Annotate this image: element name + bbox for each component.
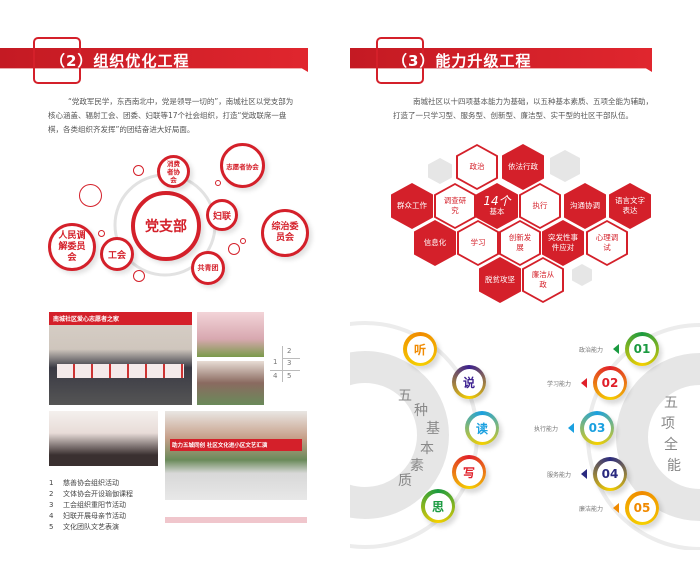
org-node-volunteer-assoc: 志愿者协会: [220, 143, 265, 188]
deco-hex: [572, 264, 592, 286]
abilities-label-char: 全: [664, 437, 678, 453]
abilities-label-char: 项: [661, 416, 675, 432]
photo-banner: 南城社区爱心志愿者之家: [49, 312, 192, 325]
hex-ability: 心理调试: [586, 220, 628, 266]
deco-hex: [428, 158, 452, 184]
deco-circle: [228, 243, 240, 255]
photo-banner: 助力五城同创 社区文化进小区文艺汇演: [170, 439, 302, 451]
deco-circle: [133, 270, 145, 282]
deco-hex: [550, 150, 580, 182]
org-node-youth-league: 共青团: [191, 251, 225, 285]
ability-bubble: 03: [580, 411, 614, 445]
hex-ability: 脱贫攻坚: [479, 257, 521, 303]
hex-ability: 学习: [457, 220, 499, 266]
deco-circle: [240, 238, 246, 244]
ability-bubble: 04: [593, 457, 627, 491]
deco-circle: [215, 180, 221, 186]
grid-num: 4: [273, 372, 278, 380]
ability-bubble: 02: [593, 366, 627, 400]
photo-2-yoga: [197, 312, 264, 357]
photo-grid-legend: 2 1 3 4 5: [268, 346, 302, 382]
org-node-comprehensive-committee: 综治委员会: [261, 209, 309, 257]
left-title-frame: [33, 37, 81, 84]
hex-ability: 信息化: [414, 220, 456, 266]
photo-captions: 1 慈善协会组织活动 2 文体协会开设瑜伽课程 3 工会组织重阳节活动 4 妇联开展母亲…: [49, 478, 133, 533]
qualities-label-char: 种: [414, 403, 428, 419]
para-line: 打造了一只学习型、服务型、创新型、廉洁型、实干型的社区干部队伍。: [393, 111, 633, 120]
pointer-triangle-icon: [613, 344, 619, 354]
para-line: 核心涵盖、辐射工会、团委、妇联等17个社会组织，打造“党政联席一盘: [48, 111, 287, 120]
pink-strip: [165, 517, 307, 523]
pointer-triangle-icon: [568, 423, 574, 433]
ability-label: 廉洁能力: [579, 506, 604, 513]
quality-bubble: 思: [421, 489, 455, 523]
grid-num: 3: [287, 359, 292, 367]
caption-item: 4 妇联开展母亲节活动: [49, 512, 126, 520]
caption-item: 2 文体协会开设瑜伽课程: [49, 490, 133, 498]
hex-ability: 创新发展: [499, 220, 541, 266]
left-title-bar: [0, 48, 308, 72]
quality-bubble: 听: [403, 332, 437, 366]
org-node-mediation-committee: 人民调解委员会: [48, 223, 96, 271]
quality-bubble: 写: [452, 455, 486, 489]
abilities-label-char: 能: [667, 458, 681, 474]
qualities-label-char: 质: [398, 473, 412, 489]
ability-bubble: 01: [625, 332, 659, 366]
hex-ability: 群众工作: [391, 183, 433, 229]
pointer-triangle-icon: [613, 503, 619, 513]
quality-bubble: 读: [465, 411, 499, 445]
para-line: 棋，各类组织齐发挥”的团结奋进大好局面。: [48, 125, 195, 134]
caption-item: 1 慈善协会组织活动: [49, 479, 119, 487]
ability-label: 执行能力: [534, 426, 559, 433]
grid-num: 2: [287, 347, 292, 355]
pointer-triangle-icon: [581, 469, 587, 479]
qualities-label-char: 本: [420, 441, 434, 457]
ability-label: 学习能力: [547, 381, 572, 388]
qualities-label-char: 素: [410, 458, 424, 474]
right-section-title: （3）能力升级工程: [392, 52, 532, 70]
hex-ability: 廉洁从政: [522, 257, 564, 303]
right-title-frame: [376, 37, 424, 84]
hex-ability: 执行: [519, 183, 561, 229]
left-intro-paragraph: “党政军民学，东西南北中，党是领导一切的”，南城社区以党支部为 核心涵盖、辐射工…: [48, 95, 310, 137]
deco-circle: [79, 184, 102, 207]
org-node-trade-union: 工会: [100, 237, 134, 271]
hex-ability: 突发性事件应对: [542, 220, 584, 266]
grid-num: 1: [273, 358, 278, 366]
right-title-bar: [350, 48, 652, 72]
photo-5-performance: 助力五城同创 社区文化进小区文艺汇演: [165, 411, 307, 500]
hex-ability: 政治: [456, 144, 498, 190]
hex-ability: 语言文字表达: [609, 183, 651, 229]
photo-4-womens-fed: [49, 411, 158, 466]
deco-circle: [133, 165, 144, 176]
org-node-consumer-assoc: 消费者协会: [157, 155, 190, 188]
photo-3-union: [197, 361, 264, 405]
hex-ability: 沟通协调: [564, 183, 606, 229]
qualities-label-char: 五: [398, 388, 412, 404]
hex-ability: 依法行政: [502, 144, 544, 190]
hex-center-14-basic: 14个 基本: [476, 183, 518, 229]
qualities-label-char: 基: [426, 421, 440, 437]
caption-item: 5 文化团队文艺表演: [49, 523, 119, 531]
caption-item: 3 工会组织重阳节活动: [49, 501, 126, 509]
photo-1-volunteers: 南城社区爱心志愿者之家: [49, 312, 192, 405]
left-section-title: （2）组织优化工程: [50, 52, 190, 70]
right-intro-paragraph: 南城社区以十四项基本能力为基础，以五种基本素质、五项全能为辅助， 打造了一只学习…: [393, 95, 655, 123]
deco-circle: [98, 230, 105, 237]
grid-num: 5: [287, 372, 292, 380]
org-node-womens-fed: 妇联: [206, 199, 238, 231]
pointer-triangle-icon: [581, 378, 587, 388]
para-line: “党政军民学，东西南北中，党是领导一切的”，南城社区以党支部为: [68, 97, 294, 106]
abilities-label-char: 五: [664, 395, 678, 411]
ability-label: 政治能力: [579, 347, 604, 354]
ability-label: 服务能力: [547, 472, 572, 479]
org-center-party-branch: 党支部: [131, 191, 201, 261]
ability-bubble: 05: [625, 491, 659, 525]
quality-bubble: 说: [452, 365, 486, 399]
para-line: 南城社区以十四项基本能力为基础，以五种基本素质、五项全能为辅助，: [413, 97, 653, 106]
hex-ability: 调查研究: [434, 183, 476, 229]
